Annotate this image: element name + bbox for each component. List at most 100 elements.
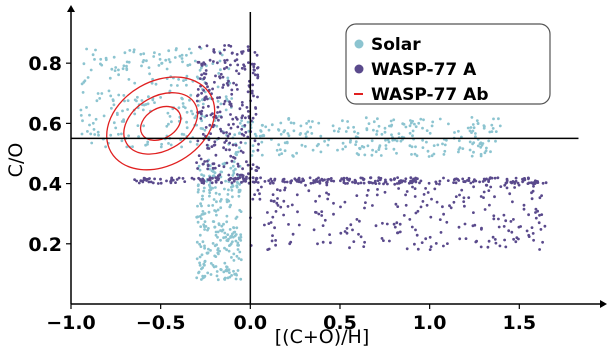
data-point bbox=[332, 129, 336, 133]
data-point bbox=[328, 233, 331, 237]
data-point bbox=[358, 219, 361, 223]
data-point bbox=[257, 166, 260, 170]
data-point bbox=[167, 58, 171, 61]
data-point bbox=[85, 47, 88, 51]
data-point bbox=[493, 195, 496, 199]
data-point bbox=[225, 200, 229, 204]
legend-box bbox=[345, 23, 551, 105]
data-point bbox=[478, 180, 481, 184]
data-point bbox=[453, 131, 456, 134]
data-point bbox=[133, 178, 137, 182]
data-point bbox=[417, 121, 421, 125]
data-point bbox=[276, 204, 280, 207]
data-point bbox=[227, 268, 231, 272]
data-point bbox=[147, 66, 151, 69]
data-point bbox=[454, 181, 458, 185]
data-point bbox=[210, 145, 214, 149]
data-point bbox=[412, 178, 416, 182]
data-point bbox=[259, 176, 262, 180]
data-point bbox=[351, 228, 354, 232]
data-point bbox=[216, 96, 219, 100]
data-point bbox=[342, 176, 346, 180]
data-point bbox=[383, 130, 387, 134]
data-point bbox=[522, 207, 526, 211]
data-point bbox=[341, 141, 345, 145]
data-point bbox=[359, 181, 363, 185]
data-point bbox=[204, 95, 208, 99]
data-point bbox=[443, 143, 447, 147]
data-point bbox=[290, 203, 294, 207]
data-point bbox=[246, 163, 250, 167]
data-point bbox=[231, 164, 235, 168]
data-point bbox=[246, 110, 250, 113]
data-point bbox=[201, 210, 205, 213]
data-point bbox=[273, 177, 277, 181]
data-point bbox=[309, 181, 313, 185]
data-point bbox=[332, 201, 335, 205]
data-point bbox=[313, 180, 317, 184]
data-point bbox=[414, 211, 418, 215]
data-point bbox=[452, 200, 456, 204]
data-point bbox=[344, 182, 347, 185]
data-point bbox=[393, 182, 397, 186]
data-point bbox=[174, 181, 177, 185]
data-point bbox=[319, 134, 323, 138]
data-point bbox=[109, 94, 113, 98]
data-point bbox=[237, 72, 241, 75]
data-point bbox=[409, 176, 413, 180]
data-point bbox=[339, 179, 342, 183]
data-point bbox=[317, 121, 321, 125]
data-point bbox=[207, 247, 210, 251]
data-point bbox=[427, 181, 431, 185]
data-point bbox=[241, 177, 245, 181]
data-point bbox=[196, 139, 200, 143]
data-point bbox=[537, 221, 541, 225]
data-point bbox=[122, 64, 126, 68]
data-point bbox=[376, 117, 379, 121]
data-point bbox=[462, 200, 466, 204]
data-point bbox=[301, 177, 305, 181]
data-point bbox=[200, 63, 204, 67]
data-point bbox=[373, 181, 377, 185]
data-point bbox=[235, 117, 239, 121]
data-point bbox=[272, 199, 276, 203]
data-point bbox=[356, 182, 360, 185]
data-point bbox=[375, 129, 379, 133]
data-point bbox=[126, 108, 129, 111]
data-point bbox=[482, 190, 486, 194]
data-point bbox=[198, 168, 202, 172]
data-point bbox=[199, 225, 203, 229]
data-point bbox=[271, 234, 274, 238]
data-point bbox=[214, 180, 218, 184]
data-point bbox=[236, 125, 240, 129]
data-point bbox=[173, 56, 177, 59]
data-point bbox=[189, 93, 193, 97]
data-point bbox=[203, 128, 207, 132]
data-point bbox=[399, 139, 403, 143]
data-point bbox=[198, 110, 202, 114]
data-point bbox=[468, 148, 472, 152]
data-point bbox=[388, 239, 391, 243]
data-point bbox=[458, 237, 462, 241]
data-point bbox=[227, 123, 231, 127]
data-point bbox=[205, 114, 209, 117]
data-point bbox=[246, 45, 250, 48]
data-point bbox=[196, 190, 200, 194]
data-point bbox=[236, 248, 240, 251]
data-point bbox=[472, 150, 475, 154]
contour-layer bbox=[106, 76, 216, 171]
data-point bbox=[491, 126, 495, 130]
data-point bbox=[462, 196, 466, 200]
data-point bbox=[231, 184, 235, 188]
data-point bbox=[466, 126, 470, 130]
data-point bbox=[197, 154, 201, 158]
data-point bbox=[314, 199, 317, 203]
data-point bbox=[276, 188, 279, 192]
data-point bbox=[259, 130, 263, 133]
data-point bbox=[311, 120, 314, 123]
data-point bbox=[198, 177, 202, 181]
data-point bbox=[438, 182, 441, 186]
data-point bbox=[200, 204, 203, 208]
data-point bbox=[96, 130, 100, 134]
data-point bbox=[481, 180, 485, 183]
